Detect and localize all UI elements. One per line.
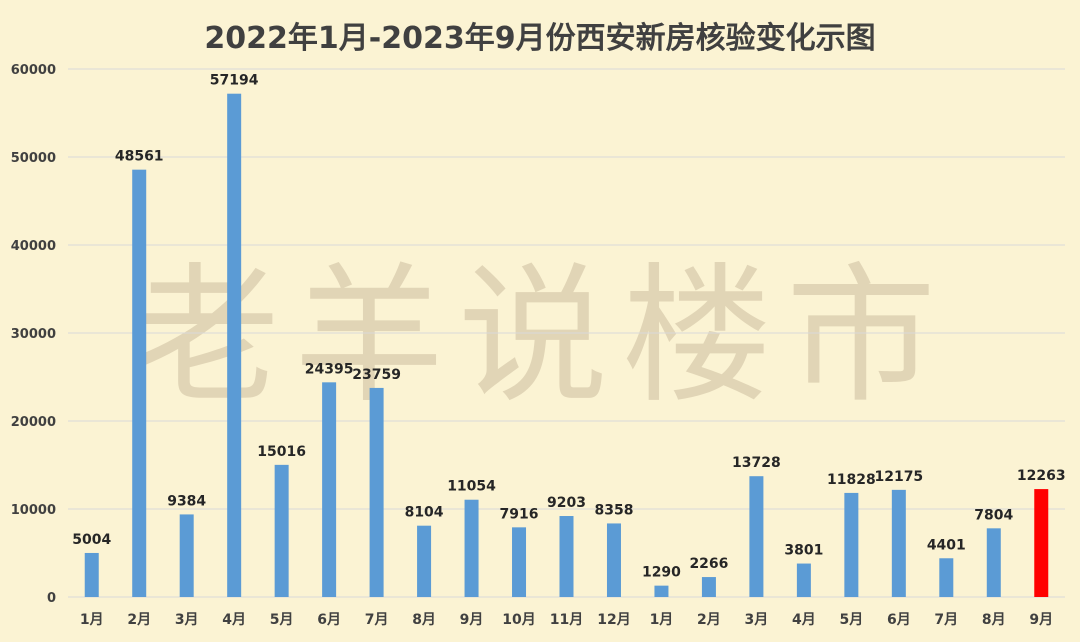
data-label: 12175 [874, 469, 923, 485]
y-tick-label: 40000 [11, 239, 56, 254]
y-tick-label: 50000 [11, 151, 56, 166]
x-tick-label: 12月 [597, 612, 630, 628]
data-label: 15016 [257, 444, 306, 460]
x-tick-label: 6月 [317, 612, 341, 628]
bar [227, 93, 242, 597]
data-label: 11054 [447, 479, 496, 495]
bar [939, 558, 954, 597]
data-label: 9384 [167, 493, 206, 509]
bar [274, 464, 289, 597]
data-label: 48561 [115, 149, 164, 165]
bar [322, 382, 337, 597]
x-tick-label: 11月 [550, 612, 583, 628]
x-tick-label: 8月 [982, 612, 1006, 628]
x-tick-label: 7月 [365, 612, 389, 628]
y-axis-ticks: 0 10000 20000 30000 40000 50000 60000 [11, 63, 56, 606]
bar [369, 387, 384, 597]
x-tick-label: 3月 [745, 612, 769, 628]
bar [559, 516, 574, 597]
y-tick-label: 30000 [11, 327, 56, 342]
data-label: 7804 [974, 507, 1013, 523]
x-tick-label: 8月 [412, 612, 436, 628]
y-tick-label: 0 [47, 591, 56, 606]
y-tick-label: 20000 [11, 415, 56, 430]
x-tick-label: 9月 [1029, 612, 1053, 628]
bar [417, 525, 432, 597]
x-tick-label: 9月 [460, 612, 484, 628]
data-label: 23759 [352, 367, 401, 383]
data-label: 8358 [594, 502, 633, 518]
y-tick-label: 10000 [11, 503, 56, 518]
x-tick-label: 6月 [887, 612, 911, 628]
bar [1034, 489, 1049, 597]
bar [986, 528, 1001, 597]
data-label: 24395 [305, 361, 354, 377]
data-label: 12263 [1017, 468, 1066, 484]
y-tick-label: 60000 [11, 63, 56, 78]
x-tick-label: 7月 [934, 612, 958, 628]
data-label: 9203 [547, 495, 586, 511]
x-tick-label: 5月 [270, 612, 294, 628]
chart-title: 2022年1月-2023年9月份西安新房核验变化示图 [204, 21, 875, 56]
bar [749, 476, 764, 597]
x-tick-label: 10月 [502, 612, 535, 628]
x-tick-label: 1月 [650, 612, 674, 628]
x-tick-label: 4月 [222, 612, 246, 628]
bar [464, 499, 479, 597]
bars [84, 93, 1049, 597]
data-label: 4401 [927, 537, 966, 553]
data-label: 57194 [210, 73, 259, 89]
bar [654, 585, 669, 597]
data-label: 8104 [405, 505, 444, 521]
watermark-text: 老羊说楼市 [130, 250, 950, 424]
data-label: 5004 [72, 532, 111, 548]
data-label: 2266 [689, 556, 728, 572]
data-label: 1290 [642, 565, 681, 581]
data-label: 3801 [784, 543, 823, 559]
bar [132, 169, 147, 597]
bar [701, 577, 716, 597]
x-tick-label: 3月 [175, 612, 199, 628]
x-tick-label: 5月 [839, 612, 863, 628]
bar [844, 492, 859, 597]
bar [796, 563, 811, 597]
bar [606, 523, 621, 597]
bar [512, 527, 527, 597]
x-axis-labels: 1月 2月 3月 4月 5月 6月 7月 8月 9月 10月 11月 12月 1月 2月 3月 4月 5月 6月 7… [80, 612, 1053, 628]
x-tick-label: 2月 [127, 612, 151, 628]
bar [84, 552, 99, 597]
data-label: 13728 [732, 455, 781, 471]
x-tick-label: 4月 [792, 612, 816, 628]
bar [891, 489, 906, 597]
x-tick-label: 1月 [80, 612, 104, 628]
data-label: 11828 [827, 472, 876, 488]
bar [179, 514, 194, 597]
x-tick-label: 2月 [697, 612, 721, 628]
data-label: 7916 [500, 506, 539, 522]
